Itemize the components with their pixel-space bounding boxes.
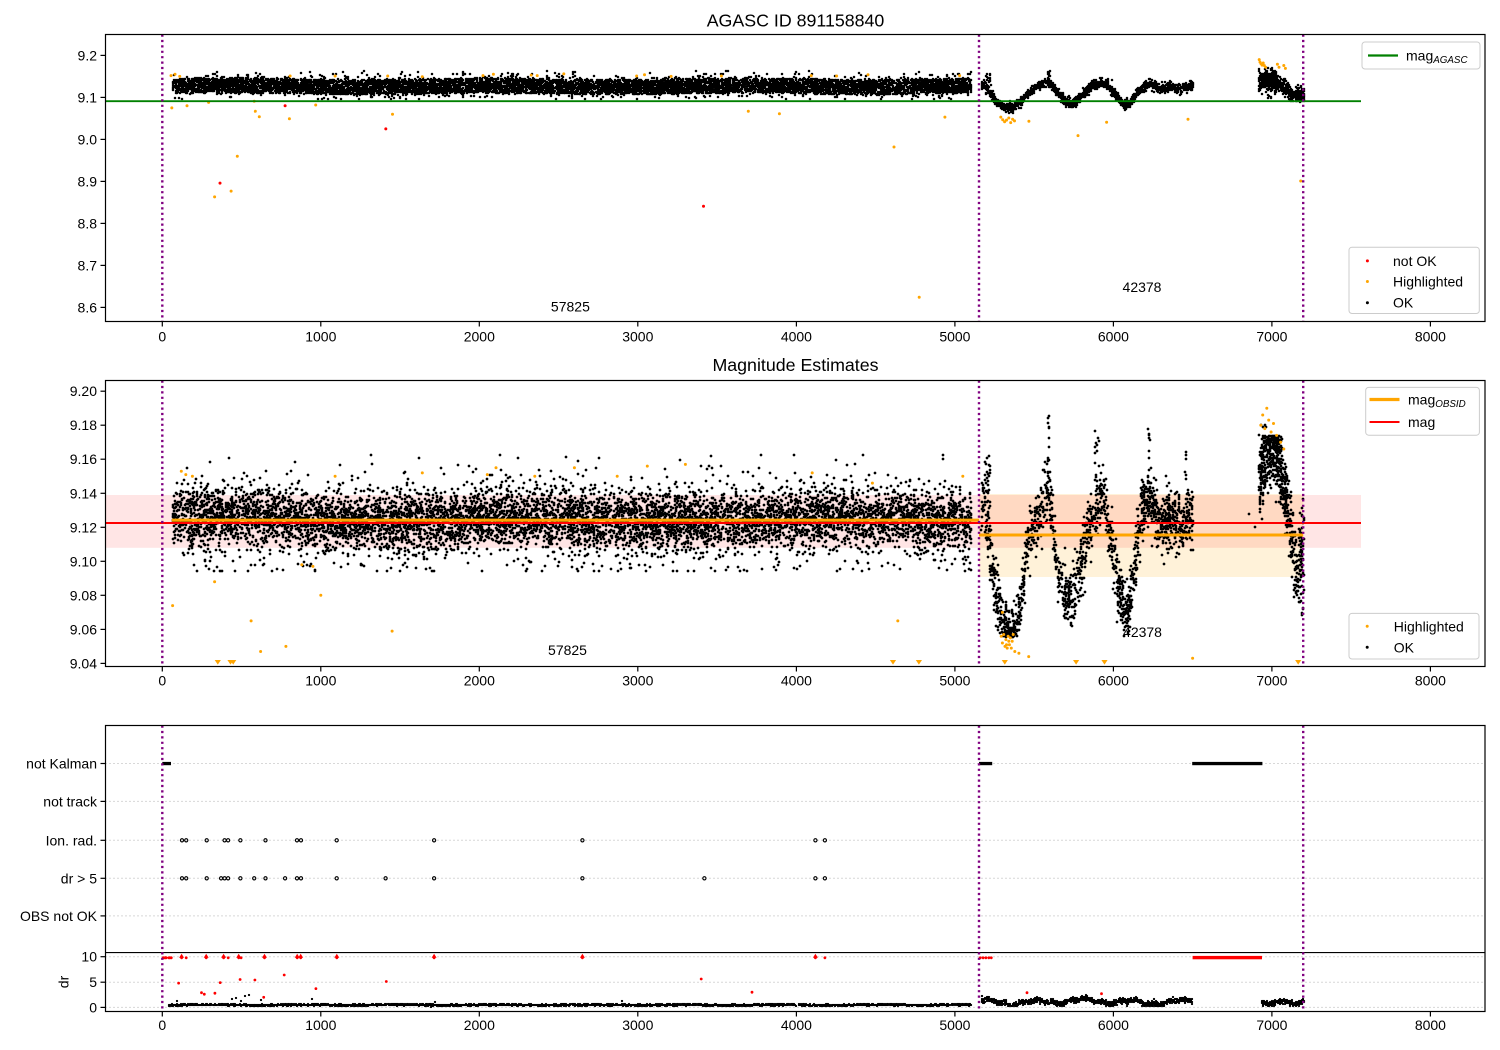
svg-text:9.20: 9.20 xyxy=(70,383,97,399)
svg-text:4000: 4000 xyxy=(781,673,812,689)
svg-text:not OK: not OK xyxy=(1393,253,1437,269)
svg-text:0: 0 xyxy=(158,329,166,345)
svg-text:9.0: 9.0 xyxy=(78,131,98,147)
svg-text:8.9: 8.9 xyxy=(78,173,98,189)
svg-text:4000: 4000 xyxy=(781,329,812,345)
svg-text:0: 0 xyxy=(158,1017,166,1033)
svg-text:mag: mag xyxy=(1408,414,1435,430)
svg-text:9.10: 9.10 xyxy=(70,553,97,569)
svg-text:Ion. rad.: Ion. rad. xyxy=(46,832,97,848)
svg-text:57825: 57825 xyxy=(548,642,587,658)
svg-text:2000: 2000 xyxy=(464,673,495,689)
svg-text:1000: 1000 xyxy=(305,1017,336,1033)
svg-text:57825: 57825 xyxy=(551,298,590,314)
svg-text:8.6: 8.6 xyxy=(78,299,98,315)
svg-text:5: 5 xyxy=(89,974,97,990)
svg-text:9.16: 9.16 xyxy=(70,451,97,467)
svg-text:1000: 1000 xyxy=(305,329,336,345)
svg-text:8.7: 8.7 xyxy=(78,257,98,273)
svg-text:9.06: 9.06 xyxy=(70,621,97,637)
svg-text:3000: 3000 xyxy=(622,1017,653,1033)
svg-text:5000: 5000 xyxy=(939,329,970,345)
svg-text:9.14: 9.14 xyxy=(70,485,97,501)
svg-text:8000: 8000 xyxy=(1415,673,1446,689)
svg-text:7000: 7000 xyxy=(1256,673,1287,689)
svg-text:AGASC ID 891158840: AGASC ID 891158840 xyxy=(707,11,885,31)
svg-text:9.2: 9.2 xyxy=(78,47,98,63)
svg-text:7000: 7000 xyxy=(1256,1017,1287,1033)
svg-text:4000: 4000 xyxy=(781,1017,812,1033)
svg-text:9.04: 9.04 xyxy=(70,655,97,671)
svg-text:9.1: 9.1 xyxy=(78,89,98,105)
svg-text:6000: 6000 xyxy=(1098,1017,1129,1033)
svg-text:9.12: 9.12 xyxy=(70,519,97,535)
svg-text:5000: 5000 xyxy=(939,673,970,689)
svg-text:6000: 6000 xyxy=(1098,329,1129,345)
svg-text:7000: 7000 xyxy=(1256,329,1287,345)
svg-text:2000: 2000 xyxy=(464,329,495,345)
svg-text:not Kalman: not Kalman xyxy=(26,756,97,772)
svg-text:Magnitude Estimates: Magnitude Estimates xyxy=(712,355,878,375)
svg-text:dr > 5: dr > 5 xyxy=(61,870,97,886)
svg-text:0: 0 xyxy=(89,999,97,1015)
svg-text:Highlighted: Highlighted xyxy=(1393,274,1463,290)
svg-text:not track: not track xyxy=(43,793,98,809)
svg-text:Highlighted: Highlighted xyxy=(1394,618,1464,634)
svg-text:5000: 5000 xyxy=(939,1017,970,1033)
svg-text:8000: 8000 xyxy=(1415,329,1446,345)
svg-text:OK: OK xyxy=(1393,295,1414,311)
svg-text:2000: 2000 xyxy=(464,1017,495,1033)
svg-text:1000: 1000 xyxy=(305,673,336,689)
svg-text:3000: 3000 xyxy=(622,673,653,689)
svg-text:9.08: 9.08 xyxy=(70,587,97,603)
svg-text:OBS not OK: OBS not OK xyxy=(20,908,98,924)
svg-text:9.18: 9.18 xyxy=(70,417,97,433)
svg-text:10: 10 xyxy=(81,949,97,965)
svg-text:42378: 42378 xyxy=(1123,279,1162,295)
svg-text:dr: dr xyxy=(56,975,72,988)
svg-text:6000: 6000 xyxy=(1098,673,1129,689)
svg-text:8.8: 8.8 xyxy=(78,215,98,231)
svg-text:OK: OK xyxy=(1394,639,1415,655)
svg-text:8000: 8000 xyxy=(1415,1017,1446,1033)
svg-text:42378: 42378 xyxy=(1123,624,1162,640)
svg-text:3000: 3000 xyxy=(622,329,653,345)
svg-text:0: 0 xyxy=(158,673,166,689)
